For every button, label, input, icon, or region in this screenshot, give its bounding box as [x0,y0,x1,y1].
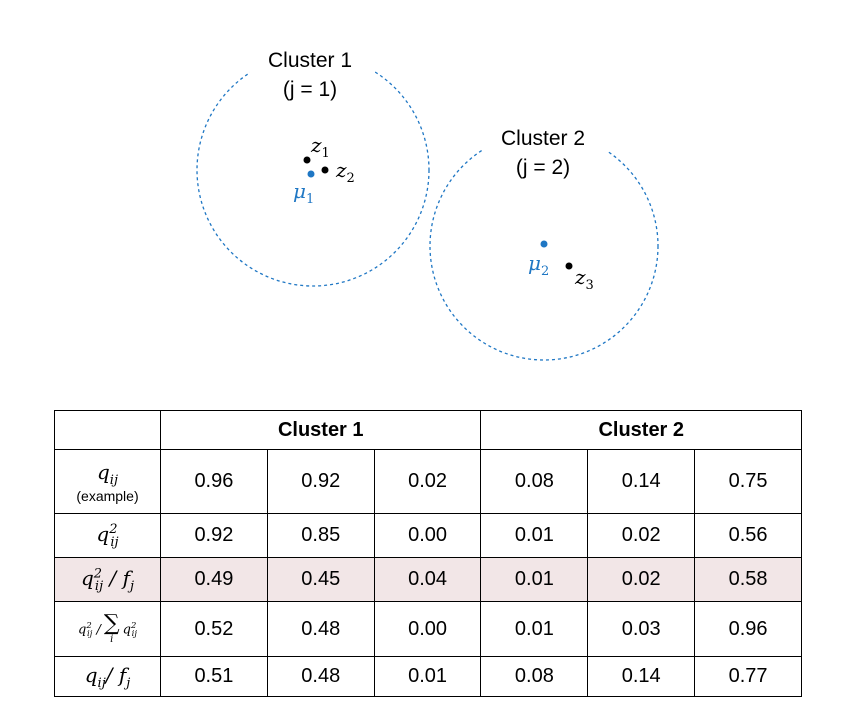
table-cell: 0.48 [266,656,375,697]
table-row: qij/ fj 0.51 0.48 0.01 0.08 0.14 0.77 [54,656,802,697]
table-cell: 0.92 [160,513,268,558]
row-label-note: (example) [76,487,139,504]
label-z2: z2 [335,158,355,186]
table-cell: 0.51 [160,656,268,697]
header-cluster-1: Cluster 1 [159,410,482,450]
table-cell: 0.52 [160,601,268,657]
table-cell: 0.96 [160,449,268,514]
table-cell: 0.01 [480,557,589,602]
table-cell: 0.08 [480,449,589,514]
cluster-2-subtitle: (j = 2) [516,156,570,179]
label-mu1: μ1 [293,179,314,207]
row-label-qij-squared: q2ij [54,513,161,558]
table-cell: 0.02 [587,557,696,602]
table-cell: 0.45 [266,557,375,602]
table-cell: 0.08 [480,656,589,697]
label-mu2: μ2 [528,251,549,279]
table-row-highlighted: q2ij / fj 0.49 0.45 0.04 0.01 0.02 0.58 [54,557,802,602]
centroid-mu1 [307,170,315,178]
table-cell: 0.03 [587,601,696,657]
table-row: q2ij / ∑ i q2ij 0.52 0.48 0.00 0.01 0.03 … [54,601,802,657]
cluster-diagram: Cluster 1 (j = 1) Cluster 2 (j = 2) z1 z… [196,49,659,361]
header-cluster-2: Cluster 2 [480,410,802,450]
cluster-1-title: Cluster 1 [268,49,352,72]
table-cell: 0.04 [373,557,482,602]
table-cell: 0.02 [373,449,482,514]
table-cell: 0.96 [694,601,802,657]
row-label-qij-squared-over-fj: q2ij / fj [54,557,161,602]
table-cell: 0.01 [480,513,589,558]
table-cell: 0.58 [694,557,802,602]
label-z3: z3 [574,265,594,293]
point-z1 [303,156,311,164]
table-cell: 0.02 [587,513,696,558]
cluster-1-subtitle: (j = 1) [283,78,337,101]
table-cell: 0.49 [160,557,268,602]
table-cell: 0.00 [373,601,482,657]
table-cell: 0.85 [266,513,375,558]
row-label-qij-over-fj: qij/ fj [54,656,161,697]
table-cell: 0.92 [266,449,375,514]
table-cell: 0.56 [694,513,802,558]
point-z3 [565,262,573,270]
table-cell: 0.01 [373,656,482,697]
table-cell: 0.14 [587,656,696,697]
centroid-mu2 [540,240,548,248]
table-row: q2ij 0.92 0.85 0.00 0.01 0.02 0.56 [54,513,802,558]
table-row: qij (example) 0.96 0.92 0.02 0.08 0.14 0.… [54,449,802,514]
label-z1: z1 [310,133,330,161]
row-label-qij-squared-normalized: q2ij / ∑ i q2ij [54,601,161,657]
cluster-2-title: Cluster 2 [501,127,585,150]
point-z2 [321,166,329,174]
table-cell: 0.48 [266,601,375,657]
corner-cell [54,410,161,450]
row-label-qij: qij (example) [54,449,161,514]
assignment-table: Cluster 1 Cluster 2 qij (example) 0.96 0.… [54,410,802,697]
table-cell: 0.01 [480,601,589,657]
table-cell: 0.77 [694,656,802,697]
table-cell: 0.75 [694,449,802,514]
table-header-row: Cluster 1 Cluster 2 [54,410,802,450]
table-cell: 0.14 [587,449,696,514]
table-cell: 0.00 [373,513,482,558]
